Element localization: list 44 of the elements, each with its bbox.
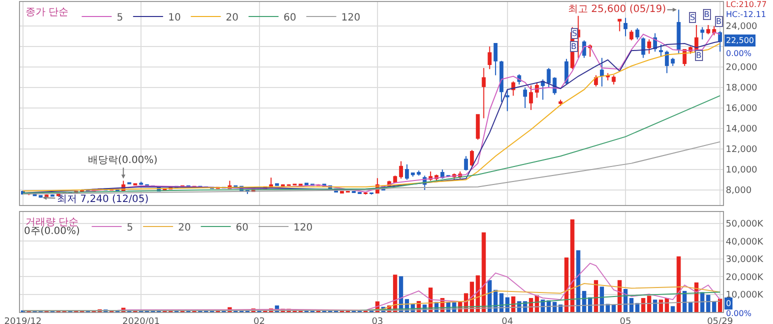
annotation: 최고 25,600 (05/19) <box>568 4 666 15</box>
y-tick-label: 10,000K <box>726 290 764 300</box>
text: 0 <box>726 299 732 308</box>
y-tick-label: 40,000K <box>726 237 764 248</box>
legend-label: 20 <box>226 12 239 24</box>
annotation: S <box>572 29 578 38</box>
legend-label: 5 <box>126 222 134 234</box>
y-tick-label: 10,000 <box>726 166 758 176</box>
legend-label: 60 <box>284 12 296 24</box>
annotation: B <box>704 10 710 19</box>
text: 22,500 <box>726 36 754 45</box>
text: LC:210.77 <box>726 0 767 9</box>
y-tick-label: 16,000 <box>726 104 758 114</box>
legend-label: 120 <box>294 222 313 234</box>
y-tick-label: 20,000K <box>726 272 764 283</box>
y-tick-label: 8,000 <box>726 186 752 196</box>
y-tick-label: 20,000 <box>726 63 758 74</box>
text: HC:-12.11 <box>726 10 766 19</box>
legend-label: 20 <box>178 222 191 234</box>
x-tick-label: 05 <box>620 316 632 324</box>
y-tick-label: 24,000 <box>726 22 758 32</box>
x-tick-label: 02 <box>254 316 265 324</box>
annotation: 0주(0.00%) <box>24 226 80 237</box>
annotation: 최저 7,240 (12/05) <box>57 194 149 205</box>
legend-title: 거래량 단순 <box>26 217 79 228</box>
legend-label: 10 <box>168 12 181 24</box>
legend-label: 5 <box>116 12 124 24</box>
annotation: B <box>716 17 722 26</box>
y-tick-label: 14,000 <box>726 124 758 135</box>
y-tick-label: 12,000 <box>726 145 758 156</box>
legend-label: 120 <box>341 12 360 24</box>
annotation: S <box>690 13 696 22</box>
legend-title: 종가 단순 <box>26 7 69 18</box>
y-tick-label: 50,000K <box>726 220 764 230</box>
text: 0.00% <box>726 49 752 58</box>
y-tick-label: 30,000K <box>726 255 764 266</box>
annotation: 배당락(0.00%) <box>88 155 158 166</box>
legend-label: 60 <box>236 222 249 234</box>
x-tick-label: 04 <box>502 316 514 324</box>
y-tick-label: 18,000 <box>726 84 758 94</box>
x-tick-label: 03 <box>372 316 384 324</box>
annotation: B <box>571 42 576 51</box>
text: 0.00% <box>726 309 752 318</box>
annotation: B <box>696 51 702 60</box>
